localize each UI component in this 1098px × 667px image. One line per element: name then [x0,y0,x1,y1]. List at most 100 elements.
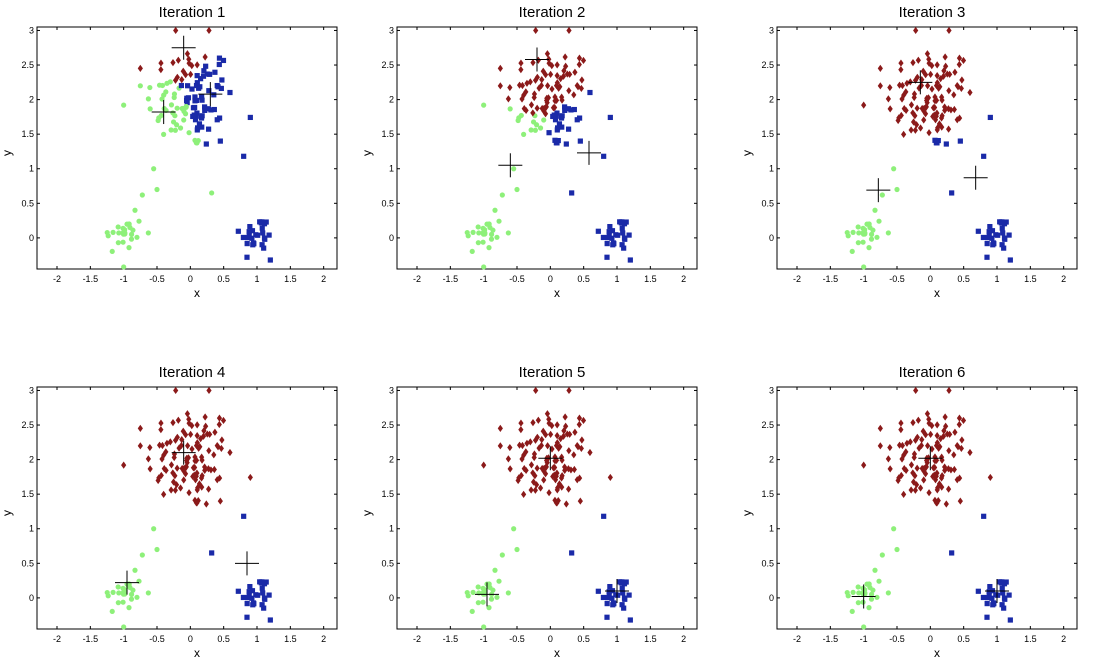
data-point-cluster1 [925,82,931,90]
data-point-cluster3 [850,229,856,235]
x-tick-label: -2 [793,274,801,284]
data-point-cluster1 [190,472,196,481]
data-point-cluster1 [565,485,572,493]
data-point-cluster3 [134,234,140,240]
x-tick-label: 0.5 [577,274,590,284]
data-point-cluster3 [494,234,500,240]
data-point-cluster1 [956,414,963,422]
data-point-cluster1 [901,465,907,473]
data-point-cluster3 [530,119,537,125]
data-point-cluster1 [561,427,567,435]
x-tick-label: 2 [321,634,326,644]
data-point-cluster2 [621,245,627,251]
data-point-cluster3 [154,546,160,553]
data-point-cluster3 [490,227,496,233]
data-point-cluster2 [260,230,266,236]
data-point-cluster1 [528,461,535,469]
data-point-cluster1 [562,53,568,61]
data-point-cluster2 [1007,617,1013,623]
data-point-cluster1 [898,419,904,427]
data-point-cluster3 [885,230,891,236]
data-point-cluster1 [538,441,545,450]
y-tick-label: 0 [389,593,394,603]
data-point-cluster3 [496,578,502,584]
data-point-cluster3 [860,590,866,596]
y-tick-label: 3 [389,25,394,35]
data-point-cluster1 [562,413,568,421]
data-point-cluster1 [921,104,927,113]
data-point-cluster1 [910,478,917,486]
data-point-cluster1 [910,469,916,477]
x-tick-label: -1.5 [823,274,839,284]
data-point-cluster1 [947,70,953,78]
data-point-cluster1 [557,83,563,91]
data-point-cluster1 [198,435,204,443]
data-point-cluster1 [192,463,198,472]
data-point-cluster2 [211,92,217,98]
data-point-cluster3 [464,589,470,596]
data-point-cluster1 [507,443,513,452]
data-point-cluster2 [600,594,607,601]
data-point-cluster2 [197,84,203,90]
data-point-cluster2 [623,219,629,225]
data-point-cluster3 [856,590,862,596]
data-point-cluster2 [563,141,569,147]
data-point-cluster2 [609,595,615,601]
data-point-cluster2 [546,130,552,136]
data-point-cluster1 [943,422,949,430]
data-point-cluster2 [259,585,265,591]
data-point-cluster1 [941,67,947,75]
data-point-cluster1 [917,124,924,132]
data-point-cluster2 [620,230,626,236]
data-point-cluster1 [507,465,513,473]
data-point-cluster3 [132,567,138,573]
data-point-cluster3 [505,590,511,596]
data-point-cluster1 [901,130,907,138]
data-point-cluster1 [193,456,200,465]
data-point-cluster3 [499,552,505,558]
data-point-cluster1 [549,422,555,430]
data-point-cluster3 [476,230,482,236]
data-point-cluster1 [546,419,552,427]
data-point-cluster2 [267,617,273,623]
y-tick-label: 1.5 [381,489,394,499]
data-point-cluster3 [850,589,856,595]
data-point-cluster1 [186,55,192,63]
data-point-cluster3 [128,596,135,602]
data-point-cluster1 [901,91,907,99]
data-point-cluster1 [553,499,559,507]
x-tick-label: -1 [120,634,128,644]
data-point-cluster3 [505,230,511,236]
data-point-cluster1 [945,105,952,113]
data-point-cluster2 [565,126,572,132]
y-tick-label: 2.5 [381,60,394,70]
data-point-cluster2 [619,602,625,608]
data-point-cluster3 [121,624,127,630]
data-point-cluster3 [139,552,145,558]
x-tick-label: 1.5 [284,274,297,284]
data-point-cluster2 [194,110,200,116]
data-point-cluster2 [984,240,990,247]
data-point-cluster1 [933,112,939,120]
data-point-cluster2 [246,592,252,598]
data-point-cluster2 [193,113,199,119]
data-point-cluster3 [541,117,547,123]
data-point-cluster2 [604,614,610,620]
x-tick-label: 1 [614,274,619,284]
data-point-cluster1 [186,415,192,423]
data-point-cluster2 [617,219,623,225]
data-point-cluster2 [261,245,267,251]
data-point-cluster1 [194,486,200,494]
data-point-cluster1 [877,424,883,432]
data-point-cluster1 [172,76,179,84]
data-point-cluster1 [521,465,527,473]
data-point-cluster2 [607,584,613,590]
data-point-cluster3 [168,127,174,133]
data-point-cluster1 [206,447,212,455]
plot-title: Iteration 1 [159,4,226,21]
data-point-cluster1 [516,474,522,482]
x-tick-label: 0.5 [957,634,970,644]
data-point-cluster2 [183,97,190,104]
data-point-cluster3 [116,590,122,596]
y-tick-label: 2.5 [381,420,394,430]
